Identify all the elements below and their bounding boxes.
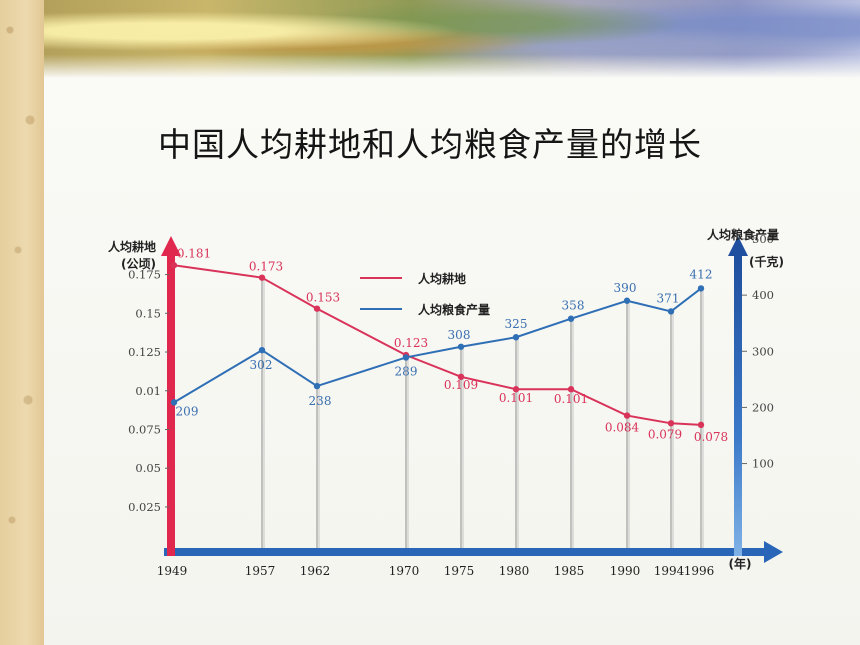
data-point-grain — [697, 285, 705, 292]
left-tick-label: 0.05 — [135, 461, 161, 475]
decorative-banner — [44, 0, 860, 78]
right-tick-label: 100 — [752, 457, 774, 471]
data-label-grain: 209 — [176, 404, 199, 418]
right-tick-label: 200 — [752, 400, 774, 414]
left-tick-label: 0.075 — [128, 422, 161, 436]
legend-label-grain: 人均粮食产量 — [418, 302, 490, 317]
left-tick-label: 0.175 — [128, 268, 161, 282]
data-label-land: 0.109 — [444, 378, 478, 392]
legend-label-land: 人均耕地 — [418, 271, 466, 286]
data-point-land — [567, 386, 575, 393]
slide-title: 中国人均耕地和人均粮食产量的增长 — [158, 125, 702, 164]
x-tick-label: 1957 — [245, 564, 276, 578]
data-label-land: 0.078 — [694, 430, 728, 444]
left-tick-label: 0.125 — [128, 345, 161, 359]
data-label-grain: 358 — [562, 299, 585, 313]
x-axis-unit: (年) — [729, 556, 752, 571]
x-axis-bar — [164, 548, 764, 556]
data-label-land: 0.084 — [605, 421, 640, 435]
data-point-grain — [402, 354, 410, 361]
data-point-land — [667, 420, 675, 427]
data-point-land — [623, 412, 631, 419]
slide-background — [44, 0, 860, 645]
x-tick-label: 1985 — [554, 564, 585, 578]
data-point-grain — [512, 334, 520, 341]
data-label-land: 0.181 — [177, 246, 211, 260]
data-label-grain: 308 — [448, 328, 471, 342]
x-tick-label: 1962 — [300, 564, 331, 578]
series-line-grain — [173, 287, 702, 404]
data-label-land: 0.101 — [499, 391, 533, 405]
x-tick-label: 1975 — [444, 564, 475, 578]
x-tick-label: 1990 — [610, 564, 641, 578]
data-label-land: 0.123 — [394, 336, 428, 350]
data-point-grain — [567, 315, 575, 322]
data-point-land — [697, 421, 705, 429]
data-point-grain — [457, 343, 465, 350]
data-point-land — [457, 373, 465, 381]
right-axis-unit: (千克) — [749, 254, 784, 269]
data-point-grain — [170, 399, 178, 406]
data-label-land: 0.173 — [249, 260, 283, 274]
data-label-grain: 238 — [309, 394, 332, 408]
x-tick-label: 1994 — [654, 564, 685, 578]
data-label-grain: 371 — [657, 291, 680, 305]
right-tick-label: 300 — [752, 344, 774, 358]
left-tick-label: 0.15 — [135, 306, 161, 320]
data-label-grain: 302 — [250, 358, 273, 372]
left-axis-label: 人均耕地 — [108, 239, 156, 254]
data-point-grain — [313, 382, 321, 390]
data-point-land — [258, 274, 266, 281]
parchment-strip — [0, 0, 44, 645]
left-tick-label: 0.01 — [135, 384, 161, 398]
right-tick-label: 500 — [752, 232, 774, 246]
data-point-grain — [623, 297, 631, 304]
data-label-grain: 325 — [505, 317, 528, 331]
x-tick-label: 1970 — [389, 564, 420, 578]
left-tick-label: 0.025 — [128, 500, 161, 514]
data-point-grain — [258, 346, 266, 354]
data-point-land — [313, 305, 321, 312]
right-axis-label: 人均粮食产量 — [707, 227, 779, 242]
left-axis-arrow — [161, 236, 181, 256]
left-axis-unit: (公顷) — [121, 257, 156, 271]
data-point-land — [512, 386, 520, 393]
x-tick-label: 1949 — [157, 564, 188, 578]
data-label-land: 0.101 — [554, 392, 588, 406]
x-tick-label: 1980 — [499, 564, 530, 578]
x-axis-arrow — [764, 541, 783, 563]
left-axis-bar — [167, 254, 175, 556]
series-line-land — [173, 264, 702, 426]
data-label-land: 0.153 — [306, 291, 340, 305]
data-label-grain: 390 — [614, 281, 637, 295]
data-point-grain — [667, 308, 675, 315]
x-tick-label: 1996 — [684, 564, 715, 578]
data-label-grain: 412 — [690, 267, 713, 281]
data-label-land: 0.079 — [648, 427, 682, 441]
right-tick-label: 400 — [752, 288, 774, 302]
right-axis-bar — [734, 254, 742, 556]
right-axis-arrow — [728, 236, 748, 256]
data-point-land — [170, 262, 178, 269]
data-label-grain: 289 — [395, 364, 418, 378]
